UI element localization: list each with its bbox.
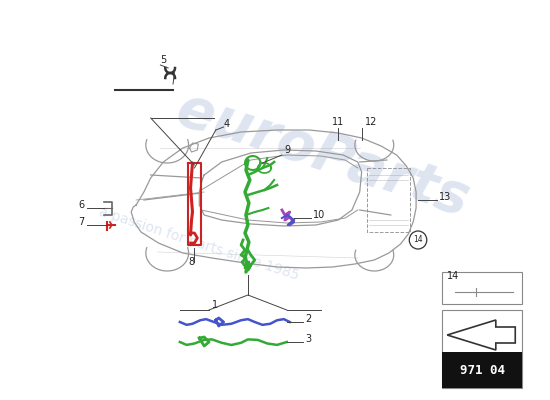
Text: 6: 6	[79, 200, 85, 210]
Text: 12: 12	[365, 117, 377, 127]
Text: 3: 3	[305, 334, 311, 344]
Polygon shape	[447, 320, 515, 350]
Text: 1: 1	[212, 300, 218, 310]
Text: 7: 7	[78, 217, 85, 227]
Text: 8: 8	[189, 257, 195, 267]
FancyBboxPatch shape	[442, 310, 522, 388]
Text: 5: 5	[161, 55, 167, 65]
Text: euroParts: euroParts	[170, 82, 476, 227]
Text: 2: 2	[305, 314, 311, 324]
Polygon shape	[442, 352, 522, 388]
FancyBboxPatch shape	[442, 272, 522, 304]
Text: 9: 9	[284, 145, 290, 155]
Text: a passion for parts since 1985: a passion for parts since 1985	[97, 205, 301, 283]
Text: 11: 11	[332, 117, 344, 127]
Text: 14: 14	[413, 236, 423, 244]
Text: 13: 13	[439, 192, 452, 202]
Text: 4: 4	[224, 119, 230, 129]
Text: 971 04: 971 04	[460, 364, 505, 376]
Text: 14: 14	[447, 271, 459, 281]
Text: 10: 10	[313, 210, 325, 220]
